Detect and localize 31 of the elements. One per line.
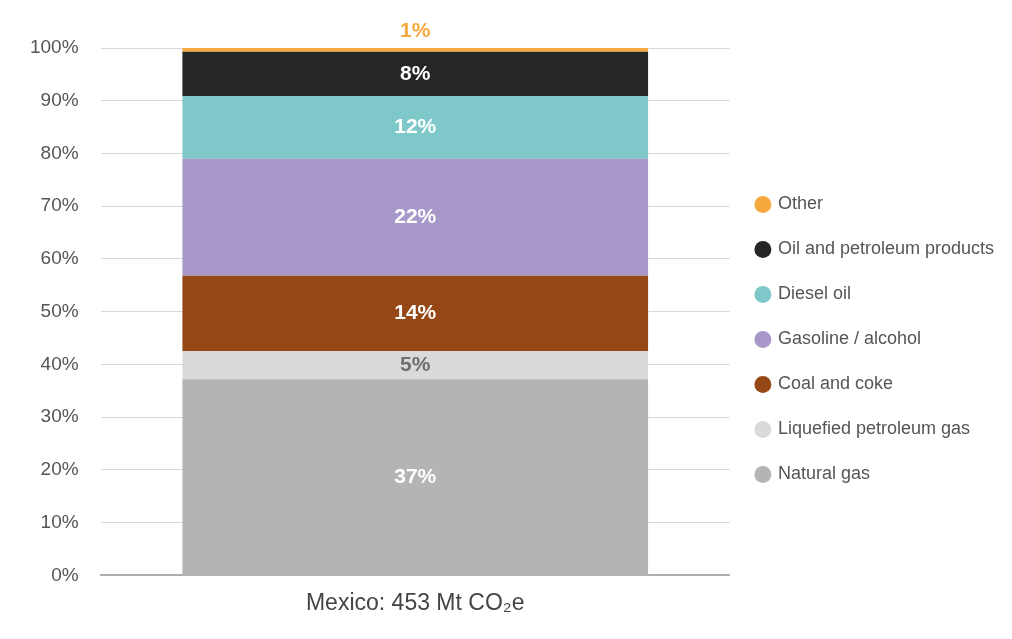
data-label: 8%	[400, 60, 431, 84]
y-tick-label: 40%	[40, 352, 79, 374]
y-tick-label: 60%	[40, 247, 79, 269]
y-tick-label: 100%	[29, 36, 79, 58]
data-label: 1%	[400, 17, 431, 41]
y-tick-label: 10%	[40, 510, 79, 532]
y-tick-label: 30%	[40, 405, 79, 427]
legend-label: Other	[777, 193, 823, 214]
data-label: 14%	[394, 300, 437, 324]
y-tick-label: 0%	[51, 563, 79, 585]
bar	[182, 95, 649, 159]
y-tick-label: 80%	[40, 141, 79, 163]
y-tick-label: 50%	[40, 299, 79, 321]
data-label: 37%	[394, 463, 437, 487]
legend-label: Natural gas	[777, 463, 870, 484]
legend-label: Coal and coke	[777, 373, 893, 394]
x-tick-label: Mexico: 453 Mt CO₂e	[305, 588, 525, 615]
bar	[182, 51, 649, 96]
data-label: 12%	[394, 114, 437, 138]
legend-label: Oil and petroleum products	[777, 238, 995, 259]
y-tick-label: 90%	[40, 88, 79, 110]
legend-label: Diesel oil	[777, 283, 851, 304]
legend-label: Gasoline / alcohol	[777, 328, 921, 349]
data-label: 5%	[400, 352, 431, 376]
bar	[182, 48, 649, 52]
bar	[182, 158, 649, 276]
y-tick-label: 70%	[40, 194, 79, 216]
y-tick-label: 20%	[40, 458, 79, 480]
legend-label: Liquefied petroleum gas	[777, 418, 971, 439]
bar	[182, 275, 649, 352]
data-label: 22%	[394, 204, 437, 228]
